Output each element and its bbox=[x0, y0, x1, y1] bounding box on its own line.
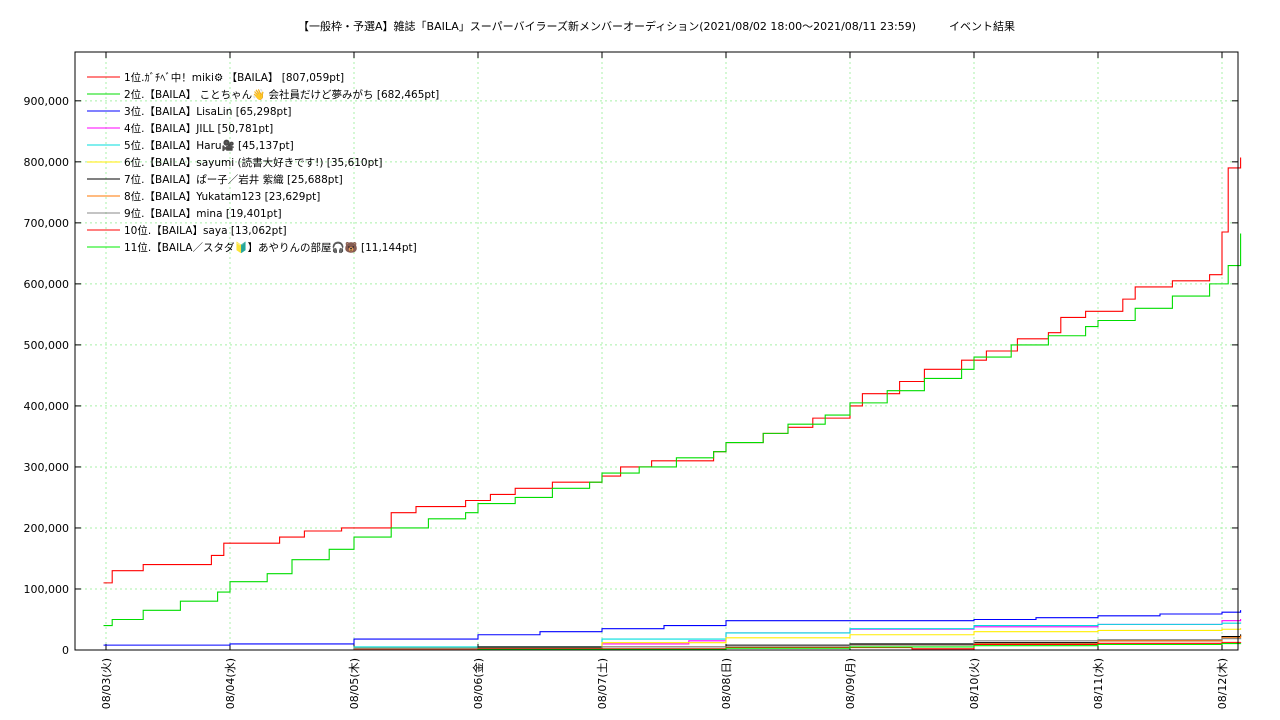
y-tick-label: 100,000 bbox=[24, 583, 70, 596]
y-tick-label: 200,000 bbox=[24, 522, 70, 535]
x-tick-label: 08/04(水) bbox=[224, 658, 237, 709]
x-tick-label: 08/11(水) bbox=[1092, 658, 1105, 709]
legend-entry: 4位.【BAILA】JILL [50,781pt] bbox=[124, 122, 273, 135]
chart-title: 【一般枠・予選A】雑誌「BAILA」スーパーバイラーズ新メンバーオーディション(… bbox=[298, 19, 916, 33]
legend-entry: 11位.【BAILA／スタダ🔰】あやりんの部屋🎧🐻 [11,144pt] bbox=[124, 241, 417, 254]
legend-entry: 7位.【BAILA】ぱー子／岩井 紫織 [25,688pt] bbox=[124, 173, 343, 186]
x-tick-label: 08/05(木) bbox=[348, 658, 361, 709]
legend-entry: 8位.【BAILA】Yukatam123 [23,629pt] bbox=[124, 190, 320, 203]
chart-subtitle: イベント結果 bbox=[949, 19, 1015, 33]
series-group bbox=[103, 157, 1242, 651]
x-tick-label: 08/09(月) bbox=[844, 658, 857, 709]
legend-entry: 1位.ｶﾞﾁﾍﾞ中！miki⚙ 【BAILA】 [807,059pt] bbox=[124, 71, 344, 84]
series-line-1 bbox=[103, 157, 1242, 584]
plot-frame bbox=[74, 51, 1239, 651]
y-tick-label: 500,000 bbox=[24, 339, 70, 352]
x-tick-label: 08/12(木) bbox=[1216, 658, 1229, 709]
y-tick-label: 800,000 bbox=[24, 156, 70, 169]
y-tick-label: 400,000 bbox=[24, 400, 70, 413]
y-tick-label: 0 bbox=[62, 644, 69, 657]
legend-entry: 6位.【BAILA】sayumi (読書大好きです!) [35,610pt] bbox=[124, 156, 383, 169]
x-tick-label: 08/08(日) bbox=[720, 658, 733, 709]
y-tick-label: 600,000 bbox=[24, 278, 70, 291]
y-tick-label: 300,000 bbox=[24, 461, 70, 474]
x-tick-label: 08/10(火) bbox=[968, 658, 981, 709]
series-line-3 bbox=[103, 610, 1242, 646]
x-tick-label: 08/07(土) bbox=[596, 658, 609, 709]
y-tick-label: 700,000 bbox=[24, 217, 70, 230]
legend-entry: 2位.【BAILA】 ことちゃん👋 会社員だけど夢みがち [682,465pt] bbox=[124, 88, 439, 101]
legend-entry: 9位.【BAILA】mina [19,401pt] bbox=[124, 207, 282, 220]
series-line-10 bbox=[103, 641, 1242, 651]
series-line-11 bbox=[103, 643, 1242, 651]
legend-entry: 5位.【BAILA】Haru🎥 [45,137pt] bbox=[124, 139, 294, 152]
y-tick-label: 900,000 bbox=[24, 95, 70, 108]
series-line-2 bbox=[103, 233, 1242, 627]
x-tick-label: 08/03(火) bbox=[100, 658, 113, 709]
legend-entry: 10位.【BAILA】saya [13,062pt] bbox=[124, 224, 287, 237]
legend: 1位.ｶﾞﾁﾍﾞ中！miki⚙ 【BAILA】 [807,059pt] 2位.【B… bbox=[87, 71, 439, 254]
x-tick-label: 08/06(金) bbox=[471, 658, 485, 709]
legend-entry: 3位.【BAILA】LisaLin [65,298pt] bbox=[124, 105, 291, 118]
